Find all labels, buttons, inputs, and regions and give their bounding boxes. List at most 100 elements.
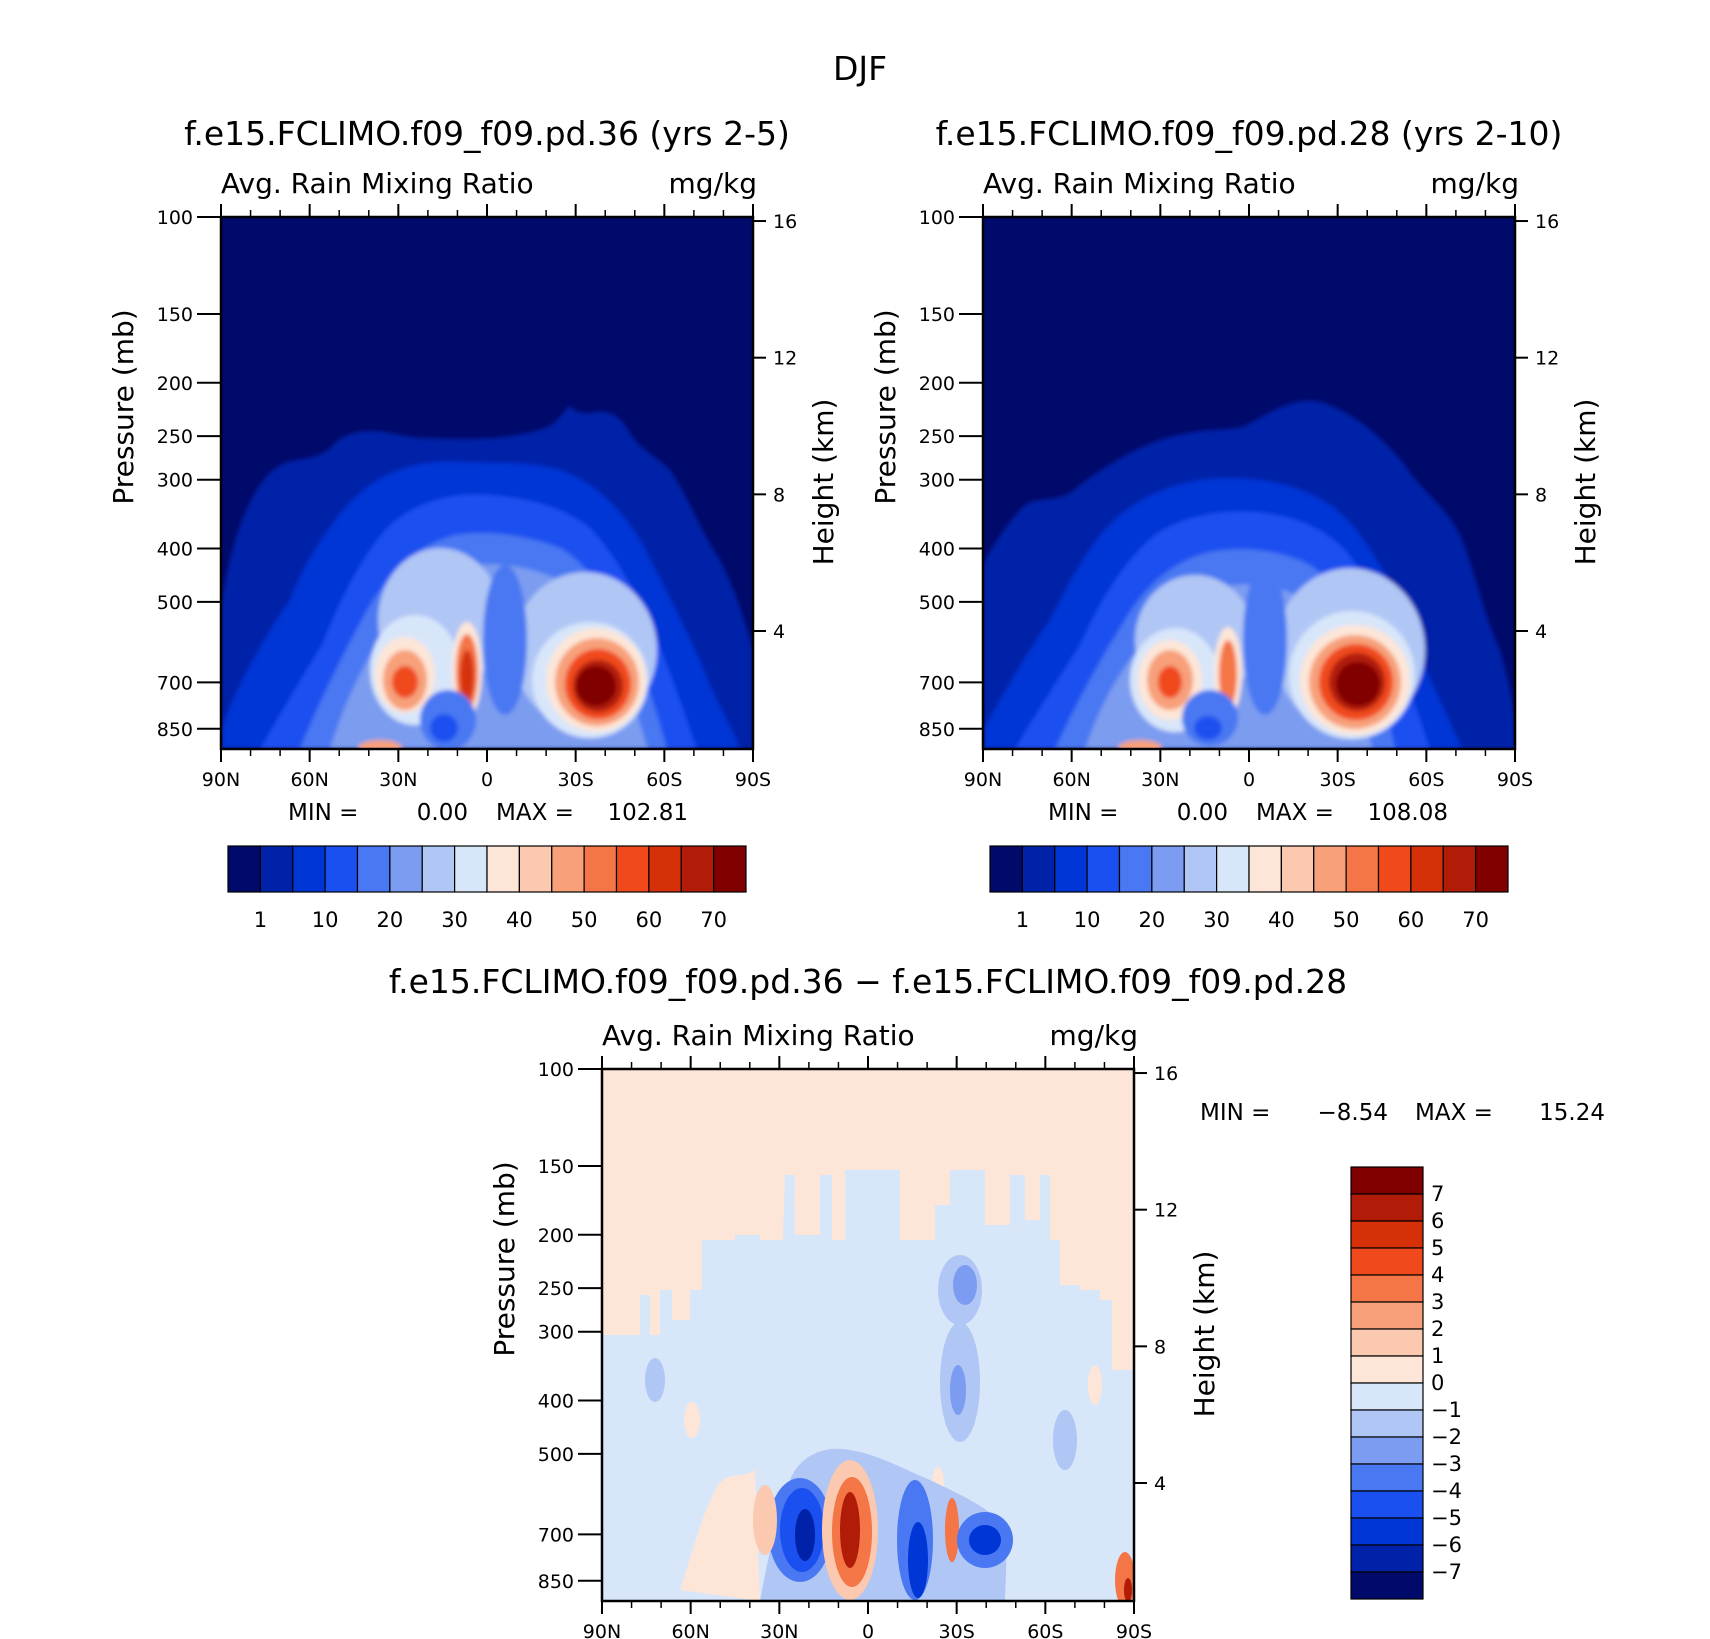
colorbar-swatch <box>1475 845 1509 893</box>
colorbar-swatch <box>1350 1274 1424 1303</box>
colorbar-label: 60 <box>1398 908 1425 932</box>
panel-a-min-label: MIN = <box>288 800 358 826</box>
y-tick-label: 500 <box>157 592 193 614</box>
field-layers <box>983 400 1515 749</box>
colorbar-swatch <box>1350 1355 1424 1384</box>
colorbar-swatch <box>989 845 1023 893</box>
colorbar-label: −4 <box>1431 1479 1462 1503</box>
y2-tick-label: 12 <box>1535 348 1559 370</box>
x-tick-label: 90S <box>1497 769 1533 791</box>
panel-c-colorbar: 7 6 5 4 3 2 1 0 −1 −2 −3 −4 −5 −6 −7 <box>1350 1166 1462 1600</box>
y-tick-label: 850 <box>157 719 193 741</box>
panel-c-units-label: mg/kg <box>1050 1019 1138 1052</box>
colorbar-swatch <box>259 845 294 893</box>
panel-c-title: f.e15.FCLIMO.f09_f09.pd.36 − f.e15.FCLIM… <box>389 962 1347 1001</box>
colorbar-swatch <box>1350 1193 1424 1222</box>
y-tick-label: 700 <box>538 1524 574 1546</box>
colorbar-swatch <box>1350 1220 1424 1249</box>
panel-b-axes: 90N 60N 30N 0 30S 60S 90S 100 150 200 250 300 400 500… <box>869 204 1602 791</box>
dry-core-equator <box>1243 565 1287 715</box>
y-tick-label: 100 <box>538 1059 574 1081</box>
y-tick-label: 400 <box>157 539 193 561</box>
contour-level-pos7-e <box>1124 1578 1132 1601</box>
y2-tick-label: 16 <box>1154 1063 1178 1085</box>
x-tick-label: 60N <box>1052 769 1090 791</box>
contour-level-pos1-d <box>753 1485 777 1555</box>
contour-level-neg2-c <box>953 1265 977 1305</box>
y-tick-label: 200 <box>157 373 193 395</box>
colorbar-swatch <box>1021 845 1056 893</box>
x-tick-label: 60S <box>646 769 682 791</box>
colorbar-swatch <box>615 845 650 893</box>
panel-a-axes: 90N 60N 30N 0 30S 60S 90S 100 150 200 250 300 400 500… <box>107 204 840 791</box>
panel-b-max-value: 108.08 <box>1368 800 1448 826</box>
colorbar-label: −7 <box>1431 1560 1462 1584</box>
contour-level-pos3-e <box>1115 1552 1134 1601</box>
colorbar-label: −2 <box>1431 1425 1462 1449</box>
colorbar-swatch <box>1118 845 1153 893</box>
contour-level-neg2-d <box>1053 1410 1077 1470</box>
panel-a-title: f.e15.FCLIMO.f09_f09.pd.36 (yrs 2-5) <box>184 114 790 153</box>
colorbar-label: 10 <box>312 908 339 932</box>
x-tick-label: 90S <box>735 769 771 791</box>
y-tick-label: 400 <box>919 539 955 561</box>
colorbar-swatch <box>1350 1409 1424 1438</box>
panel-c-min-label: MIN = <box>1200 1100 1270 1126</box>
colorbar-label: 70 <box>700 908 727 932</box>
colorbar-label: 1 <box>254 908 267 932</box>
colorbar-label: 3 <box>1431 1290 1444 1314</box>
panel-c-field <box>602 1069 1134 1601</box>
panel-difference: f.e15.FCLIMO.f09_f09.pd.36 − f.e15.FCLIM… <box>389 962 1605 1639</box>
contour-level-0-plume <box>680 1470 760 1601</box>
panel-b-units-label: mg/kg <box>1431 167 1519 200</box>
y-tick-label: 150 <box>157 304 193 326</box>
colorbar-swatch <box>1350 1166 1424 1195</box>
x-tick-label: 0 <box>862 1621 874 1639</box>
y-tick-label: 100 <box>919 207 955 229</box>
x-tick-label: 30N <box>379 769 417 791</box>
contour-level-pos1-b <box>1088 1365 1102 1405</box>
colorbar-swatch <box>1345 845 1380 893</box>
colorbar-swatch <box>1216 845 1250 893</box>
panel-b-title: f.e15.FCLIMO.f09_f09.pd.28 (yrs 2-10) <box>936 114 1563 153</box>
dry-core-deep <box>1194 716 1222 740</box>
y-tick-label: 400 <box>538 1391 574 1413</box>
contour-level-neg7-a <box>795 1509 815 1561</box>
panel-a-max-value: 102.81 <box>608 800 688 826</box>
colorbar-label: 60 <box>636 908 663 932</box>
x-tick-label: 90N <box>583 1621 621 1639</box>
colorbar-label: 30 <box>1203 908 1230 932</box>
y2-tick-label: 8 <box>1154 1336 1166 1358</box>
colorbar-label: 7 <box>1431 1182 1444 1206</box>
field-layers <box>602 1170 1134 1601</box>
colorbar-label: 1 <box>1016 908 1029 932</box>
y2-axis-title: Height (km) <box>807 399 840 566</box>
y2-tick-label: 8 <box>773 484 785 506</box>
panel-a-field <box>221 217 753 749</box>
panel-a-variable-label: Avg. Rain Mixing Ratio <box>221 167 534 200</box>
y2-axis-title: Height (km) <box>1569 399 1602 566</box>
colorbar-swatch <box>1151 845 1185 893</box>
x-tick-label: 90N <box>964 769 1002 791</box>
colorbar-swatch <box>1442 845 1477 893</box>
colorbar-swatch <box>486 845 520 893</box>
panel-b-min-label: MIN = <box>1048 800 1118 826</box>
surface-warm-spot <box>1118 740 1162 749</box>
colorbar-swatch <box>1350 1571 1424 1600</box>
contour-level-neg5-c <box>969 1525 1001 1555</box>
colorbar-swatch <box>1280 845 1315 893</box>
colorbar-swatch <box>1350 1436 1424 1465</box>
colorbar-swatch <box>1183 845 1218 893</box>
colorbar-swatch <box>1350 1301 1424 1330</box>
colorbar-label: 70 <box>1462 908 1489 932</box>
y-axis-title: Pressure (mb) <box>488 1161 521 1356</box>
x-tick-label: 30N <box>760 1621 798 1639</box>
y-tick-label: 850 <box>919 719 955 741</box>
colorbar-swatch <box>1086 845 1121 893</box>
panel-c-max-value: 15.24 <box>1539 1100 1605 1126</box>
colorbar-swatch <box>1350 1517 1424 1546</box>
contour-level-neg2-a <box>645 1358 665 1402</box>
colorbar-label: −3 <box>1431 1452 1462 1476</box>
colorbar-swatch <box>1054 845 1088 893</box>
